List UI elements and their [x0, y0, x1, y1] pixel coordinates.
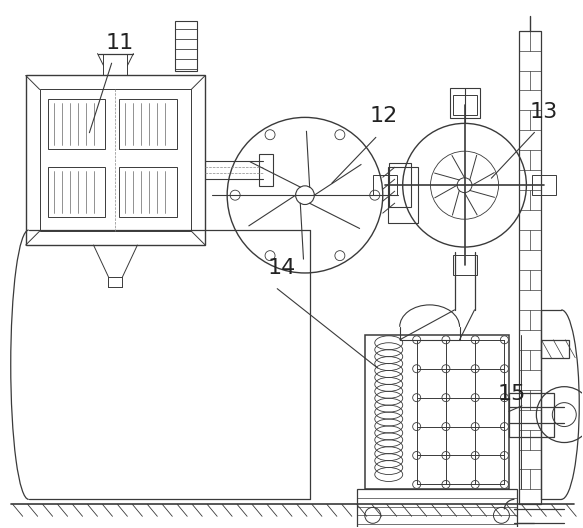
Circle shape — [442, 422, 450, 430]
Bar — [388, 167, 417, 223]
Bar — [120, 99, 177, 149]
Circle shape — [500, 480, 508, 488]
Circle shape — [500, 394, 508, 402]
Bar — [259, 154, 273, 186]
Circle shape — [413, 336, 421, 344]
Bar — [510, 393, 554, 437]
Text: 13: 13 — [529, 102, 557, 122]
Bar — [26, 76, 205, 245]
Circle shape — [471, 365, 479, 373]
Circle shape — [413, 422, 421, 430]
Circle shape — [413, 365, 421, 373]
Bar — [373, 175, 396, 195]
Circle shape — [500, 451, 508, 459]
Circle shape — [471, 422, 479, 430]
Circle shape — [471, 394, 479, 402]
Text: 15: 15 — [497, 384, 526, 403]
Circle shape — [442, 394, 450, 402]
Bar — [449, 89, 479, 118]
Circle shape — [413, 451, 421, 459]
Text: 11: 11 — [106, 33, 134, 53]
Bar — [452, 255, 476, 275]
Bar — [452, 96, 476, 116]
Bar — [542, 340, 569, 358]
Bar — [365, 335, 510, 489]
Circle shape — [442, 365, 450, 373]
Circle shape — [413, 480, 421, 488]
Circle shape — [442, 451, 450, 459]
Circle shape — [442, 336, 450, 344]
Circle shape — [471, 480, 479, 488]
Bar — [519, 31, 542, 504]
Circle shape — [442, 480, 450, 488]
Bar — [357, 489, 517, 528]
Circle shape — [500, 336, 508, 344]
Circle shape — [500, 422, 508, 430]
Circle shape — [471, 451, 479, 459]
Bar — [40, 89, 191, 231]
Text: 14: 14 — [268, 258, 296, 278]
Bar — [389, 163, 410, 207]
Bar — [120, 167, 177, 217]
Bar — [48, 99, 106, 149]
Bar — [175, 21, 197, 71]
Bar — [48, 167, 106, 217]
Circle shape — [500, 365, 508, 373]
Bar — [532, 175, 556, 195]
Circle shape — [471, 336, 479, 344]
Circle shape — [413, 394, 421, 402]
Text: 12: 12 — [370, 106, 398, 126]
